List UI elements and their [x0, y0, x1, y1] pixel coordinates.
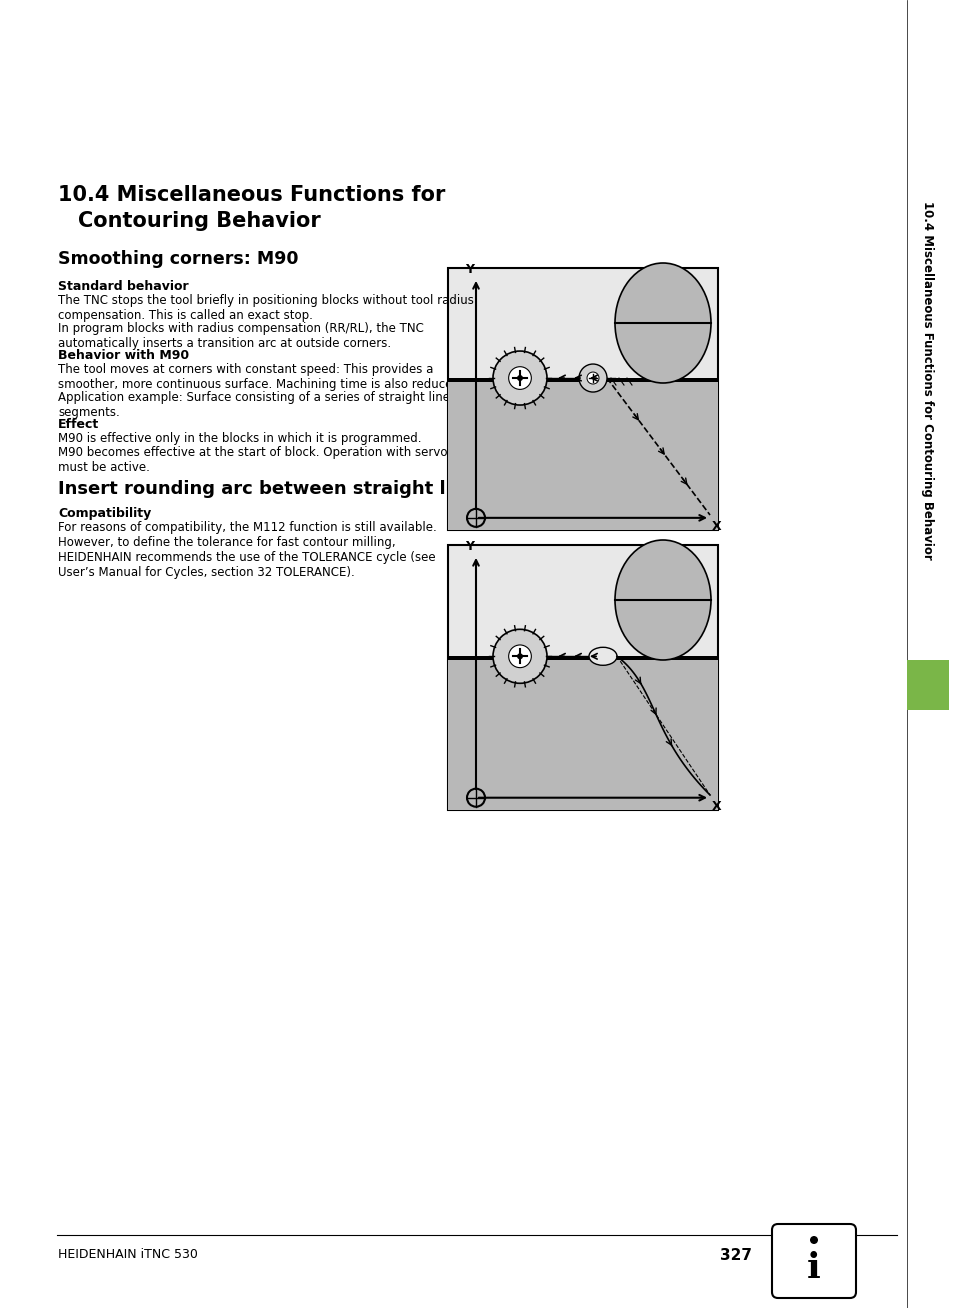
Text: The tool moves at corners with constant speed: This provides a
smoother, more co: The tool moves at corners with constant …: [58, 364, 463, 391]
Text: i: i: [806, 1250, 820, 1284]
Text: X: X: [711, 799, 720, 812]
Circle shape: [508, 645, 531, 667]
Ellipse shape: [615, 263, 710, 383]
Circle shape: [578, 364, 606, 392]
Circle shape: [493, 629, 546, 683]
Text: M90 is effective only in the blocks in which it is programmed.: M90 is effective only in the blocks in w…: [58, 432, 421, 445]
Circle shape: [517, 653, 522, 659]
Bar: [448, 378, 718, 530]
Text: Compatibility: Compatibility: [58, 508, 152, 521]
Text: For reasons of compatibility, the M112 function is still available.
However, to : For reasons of compatibility, the M112 f…: [58, 521, 436, 579]
Text: 10.4 Miscellaneous Functions for Contouring Behavior: 10.4 Miscellaneous Functions for Contour…: [921, 200, 934, 560]
FancyBboxPatch shape: [771, 1224, 855, 1298]
Circle shape: [586, 371, 598, 385]
Text: Y: Y: [464, 540, 474, 553]
Text: The TNC stops the tool briefly in positioning blocks without tool radius
compens: The TNC stops the tool briefly in positi…: [58, 294, 474, 322]
Text: Effect: Effect: [58, 419, 99, 432]
Text: X: X: [711, 519, 720, 532]
Text: 327: 327: [720, 1248, 751, 1264]
Text: HEIDENHAIN iTNC 530: HEIDENHAIN iTNC 530: [58, 1248, 197, 1261]
Text: M90 becomes effective at the start of block. Operation with servo lag
must be ac: M90 becomes effective at the start of bl…: [58, 446, 469, 473]
Text: Y: Y: [464, 263, 474, 276]
Bar: [448, 378, 718, 382]
Bar: [906, 661, 948, 710]
Ellipse shape: [588, 647, 617, 666]
Text: Behavior with M90: Behavior with M90: [58, 349, 189, 362]
Circle shape: [508, 366, 531, 390]
Bar: [448, 657, 718, 661]
Text: Contouring Behavior: Contouring Behavior: [78, 211, 320, 232]
Text: 10.4 Miscellaneous Functions for: 10.4 Miscellaneous Functions for: [58, 184, 445, 205]
Text: Application example: Surface consisting of a series of straight line
segments.: Application example: Surface consisting …: [58, 391, 450, 419]
Circle shape: [809, 1236, 817, 1244]
Circle shape: [493, 351, 546, 405]
Text: Smoothing corners: M90: Smoothing corners: M90: [58, 250, 298, 268]
Text: Standard behavior: Standard behavior: [58, 280, 189, 293]
Bar: [448, 268, 718, 530]
Text: In program blocks with radius compensation (RR/RL), the TNC
automatically insert: In program blocks with radius compensati…: [58, 322, 423, 351]
Text: Insert rounding arc between straight lines: M112: Insert rounding arc between straight lin…: [58, 480, 556, 498]
Bar: [448, 657, 718, 810]
Circle shape: [517, 375, 522, 381]
Ellipse shape: [615, 540, 710, 661]
Bar: [448, 545, 718, 810]
